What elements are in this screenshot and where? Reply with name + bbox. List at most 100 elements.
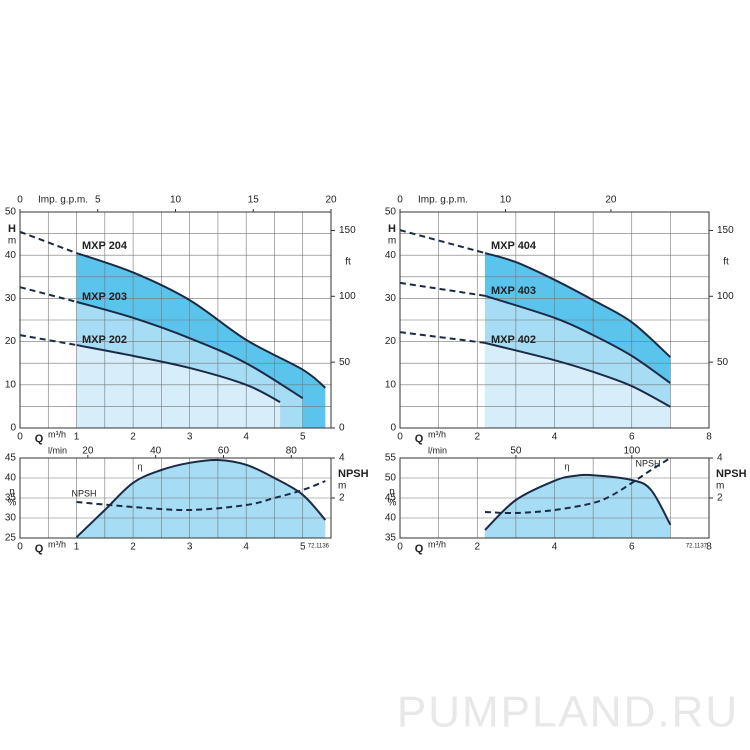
- y-tick-label: 40: [5, 473, 17, 484]
- x2-tick-label: 5: [95, 195, 101, 206]
- y2-tick-label: 4: [717, 453, 723, 464]
- y2-tick-label: 4: [339, 453, 345, 464]
- x-tick-label: 0: [17, 542, 23, 553]
- y-axis-label: H: [388, 223, 396, 235]
- x2-tick-label: 50: [510, 446, 522, 457]
- y-tick-label: 25: [5, 533, 17, 544]
- y2-axis-unit: ft: [345, 257, 351, 268]
- x-tick-label: 4: [552, 542, 558, 553]
- y-axis-unit: m: [388, 236, 396, 247]
- x-axis-label: Q: [35, 543, 44, 555]
- x2-axis-unit: l/min: [48, 445, 67, 455]
- x-axis-label: Q: [415, 433, 424, 445]
- y2-axis-unit: m: [716, 481, 724, 492]
- chart-code: 72.1137: [686, 544, 708, 550]
- x2-tick-label: 10: [500, 195, 512, 206]
- x-tick-label: 5: [300, 432, 306, 443]
- curve: [19, 286, 77, 303]
- y-axis-label: η: [389, 487, 395, 498]
- curve: [484, 252, 672, 358]
- y2-tick-label: 100: [717, 291, 734, 302]
- x-tick-label: 3: [187, 432, 193, 443]
- area: [76, 345, 281, 428]
- y-tick-label: 20: [385, 336, 397, 347]
- series-label: MXP 403: [491, 285, 536, 297]
- chart-code: 72.1136: [308, 544, 330, 550]
- curve: [76, 344, 281, 403]
- y-tick-label: 55: [385, 453, 397, 464]
- y-tick-label: 20: [5, 336, 17, 347]
- curve: [399, 281, 486, 297]
- y-tick-label: 45: [385, 493, 397, 504]
- y-tick-label: 40: [385, 513, 397, 524]
- series-label: MXP 202: [82, 334, 127, 346]
- x-tick-label: 4: [243, 432, 249, 443]
- curve: [76, 252, 326, 389]
- x-tick-label: 4: [243, 542, 249, 553]
- curve: [484, 457, 671, 515]
- x2-tick-label: 80: [286, 446, 298, 457]
- curve: [484, 341, 671, 408]
- y2-tick-label: 2: [717, 493, 723, 504]
- curve: [76, 480, 326, 512]
- y2-axis-unit: m: [338, 481, 346, 492]
- x2-tick-label: 15: [248, 195, 260, 206]
- x-tick-label: 1: [74, 432, 80, 443]
- y2-axis-unit: ft: [723, 257, 729, 268]
- x-tick-label: 0: [397, 432, 403, 443]
- curve: [19, 334, 77, 347]
- x2-axis-label: Imp. g.p.m.: [418, 195, 468, 206]
- y2-tick-label: 150: [339, 225, 356, 236]
- y2-tick-label: 50: [339, 357, 351, 368]
- series-label: MXP 203: [82, 291, 127, 303]
- curve: [75, 458, 327, 538]
- x-tick-label: 2: [130, 542, 136, 553]
- series-label: MXP 402: [491, 334, 536, 346]
- x-tick-label: 0: [397, 542, 403, 553]
- x2-tick-label: 100: [623, 446, 640, 457]
- series-label: MXP 204: [82, 240, 128, 252]
- x2-tick-label: 20: [82, 446, 94, 457]
- series-label: NPSH: [71, 488, 96, 498]
- curve: [76, 300, 304, 400]
- x2-axis-unit: l/min: [428, 445, 447, 455]
- series-label: η: [564, 461, 569, 471]
- x-tick-label: 4: [552, 432, 558, 443]
- y-tick-label: 40: [5, 250, 17, 261]
- x-tick-label: 8: [706, 432, 712, 443]
- y-tick-label: 0: [10, 423, 16, 434]
- x-tick-label: 6: [629, 432, 635, 443]
- series-label: η: [137, 461, 142, 471]
- x2-tick-label: 20: [325, 195, 337, 206]
- x-axis-unit: m³/h: [48, 539, 66, 549]
- x-axis-unit: m³/h: [428, 539, 446, 549]
- x2-tick-label: 0: [397, 195, 403, 206]
- x-axis-unit: m³/h: [48, 429, 66, 439]
- y-tick-label: 45: [5, 453, 17, 464]
- x-axis-unit: m³/h: [428, 429, 446, 439]
- x-tick-label: 2: [474, 542, 480, 553]
- x-tick-label: 0: [17, 432, 23, 443]
- series-label: NPSH: [635, 458, 660, 468]
- y2-axis-label: NPSH: [716, 468, 747, 480]
- y-tick-label: 50: [5, 207, 17, 218]
- area: [484, 342, 671, 428]
- y-axis-unit: m: [8, 236, 16, 247]
- y2-axis-label: NPSH: [338, 468, 369, 480]
- x2-axis-label: Imp. g.p.m.: [38, 195, 88, 206]
- curve: [19, 230, 77, 254]
- curve: [399, 229, 486, 255]
- y-axis-unit: %: [8, 498, 17, 509]
- watermark: PUMPLAND.RU: [397, 688, 739, 737]
- x-tick-label: 5: [300, 542, 306, 553]
- frame: [399, 211, 710, 429]
- y-tick-label: 30: [385, 293, 397, 304]
- y-tick-label: 50: [385, 207, 397, 218]
- x2-tick-label: 40: [150, 446, 162, 457]
- x-tick-label: 2: [474, 432, 480, 443]
- y2-tick-label: 2: [339, 493, 345, 504]
- y-axis-label: H: [8, 223, 16, 235]
- y-axis-label: η: [9, 487, 15, 498]
- x2-tick-label: 0: [17, 195, 23, 206]
